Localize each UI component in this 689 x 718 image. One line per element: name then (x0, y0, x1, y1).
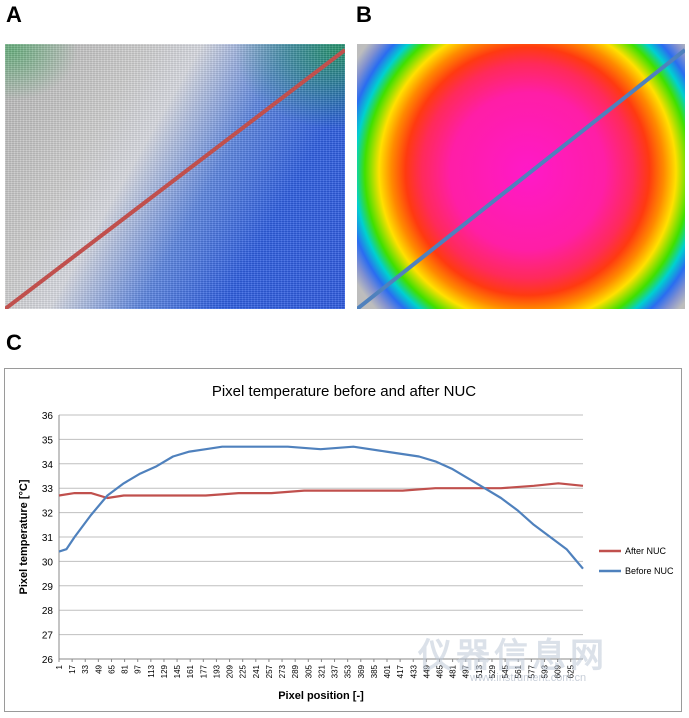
y-tick-label: 30 (42, 557, 54, 568)
y-tick-label: 35 (42, 435, 54, 446)
x-tick-label: 49 (94, 664, 103, 673)
chart-title: Pixel temperature before and after NUC (212, 383, 476, 400)
profile-line-a (5, 48, 345, 309)
x-tick-label: 337 (331, 664, 340, 678)
y-tick-label: 36 (42, 411, 54, 422)
x-tick-label: 145 (173, 664, 182, 678)
grid-lines (58, 414, 583, 662)
profile-line-a-stroke (5, 48, 345, 309)
x-tick-label: 369 (357, 664, 366, 678)
x-tick-label: 497 (462, 664, 471, 678)
x-tick-label: 129 (160, 664, 169, 678)
x-tick-label: 609 (554, 664, 563, 678)
x-tick-label: 593 (540, 664, 549, 678)
x-tick-label: 545 (501, 664, 510, 678)
x-tick-label: 193 (212, 664, 221, 678)
y-tick-label: 27 (42, 631, 54, 642)
x-tick-label: 113 (147, 664, 156, 677)
x-tick-label: 625 (567, 664, 576, 678)
y-tick-label: 33 (42, 484, 54, 495)
x-tick-label: 449 (422, 664, 431, 678)
y-tick-label: 34 (42, 460, 54, 471)
y-axis-label: Pixel temperature [°C] (18, 479, 30, 594)
x-tick-label: 273 (278, 664, 287, 678)
x-tick-label: 513 (475, 664, 484, 678)
y-tick-label: 32 (42, 509, 54, 520)
x-tick-label: 529 (488, 664, 497, 678)
watermark-logo-text: 仪器信息网 (418, 637, 608, 675)
chart-container: Pixel temperature before and after NUC 2… (4, 368, 682, 712)
x-tick-label: 385 (370, 664, 379, 678)
x-tick-label: 321 (317, 664, 326, 678)
legend-label: Before NUC (625, 566, 674, 576)
thermal-image-before-nuc (357, 44, 685, 309)
y-tick-label: 31 (42, 533, 54, 544)
x-tick-label: 577 (527, 664, 536, 678)
panel-label-b: B (356, 2, 372, 27)
series-lines (58, 445, 584, 570)
x-tick-labels: 1 17 33 49 65 81 97 113 129 145 161 177 193 209 225 241… (55, 664, 576, 678)
series-line-before-nuc (58, 445, 584, 570)
x-tick-label: 65 (107, 664, 116, 673)
x-tick-label: 481 (449, 664, 458, 678)
x-tick-label: 305 (304, 664, 313, 678)
y-tick-label: 26 (42, 655, 54, 666)
x-tick-label: 17 (68, 664, 77, 673)
y-tick-label: 28 (42, 606, 54, 617)
panel-label-c: C (6, 330, 22, 355)
x-tick-label: 465 (435, 664, 444, 678)
legend-label: After NUC (625, 546, 667, 556)
x-tick-label: 257 (265, 664, 274, 678)
x-tick-label: 561 (514, 664, 523, 678)
line-chart: Pixel temperature before and after NUC 2… (18, 383, 674, 702)
profile-line-b (357, 48, 685, 309)
y-tick-label: 29 (42, 582, 54, 593)
watermark-url: www.instrument.com.cn (470, 672, 587, 684)
x-tick-label: 177 (199, 664, 208, 678)
x-tick-label: 417 (396, 664, 405, 678)
legend: After NUC Before NUC (599, 546, 674, 576)
panel-label-a: A (6, 2, 22, 27)
profile-line-b-stroke (357, 48, 685, 309)
x-tick-label: 401 (383, 664, 392, 678)
thermal-image-after-nuc (5, 44, 345, 309)
x-tick-label: 289 (291, 664, 300, 678)
x-tick-label: 241 (252, 664, 261, 678)
x-tick-label: 353 (344, 664, 353, 678)
x-tick-label: 433 (409, 664, 418, 678)
y-tick-labels: 26 27 28 29 30 31 32 33 34 35 36 (42, 411, 54, 666)
x-tick-label: 97 (134, 664, 143, 673)
x-tick-label: 161 (186, 664, 195, 678)
x-axis-label: Pixel position [-] (278, 690, 364, 702)
x-tick-label: 81 (121, 664, 130, 673)
series-line-after-nuc (58, 482, 584, 500)
x-tick-label: 33 (81, 664, 90, 673)
x-tick-label: 225 (239, 664, 248, 678)
x-tick-label: 1 (55, 664, 64, 669)
x-tick-label: 209 (226, 664, 235, 678)
